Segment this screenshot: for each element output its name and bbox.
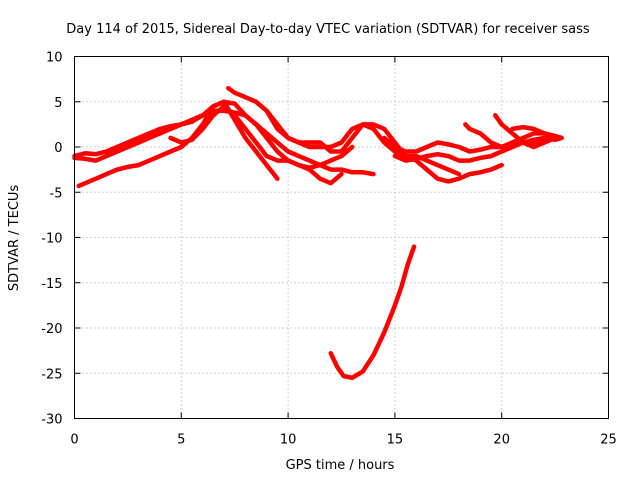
series-line-track-9 — [392, 135, 564, 163]
x-tick-label: 0 — [70, 433, 78, 448]
y-tick-label: 5 — [54, 96, 62, 111]
x-axis-label: GPS time / hours — [286, 458, 395, 473]
series-line-track-11 — [493, 113, 564, 150]
series-line-track-4 — [125, 108, 376, 177]
x-tick-label: 5 — [177, 433, 185, 448]
x-tick-label: 20 — [493, 433, 510, 448]
x-tick-label: 25 — [600, 433, 617, 448]
series-line-track-3 — [76, 99, 280, 189]
y-tick-label: 0 — [54, 141, 62, 156]
y-tick-label: 10 — [46, 51, 63, 66]
series-group — [72, 85, 564, 381]
series-line-track-7 — [253, 99, 504, 184]
y-tick-label: -30 — [41, 413, 62, 428]
y-tick-label: -10 — [41, 232, 62, 247]
x-tick-label: 10 — [280, 433, 297, 448]
series-line-track-13 — [328, 244, 417, 381]
series-line-track-5 — [168, 104, 344, 186]
y-tick-label: -20 — [41, 322, 62, 337]
y-tick-label: -25 — [41, 367, 62, 382]
y-tick-label: -5 — [50, 186, 63, 201]
x-tick-label: 15 — [387, 433, 404, 448]
grid — [74, 56, 609, 419]
axis-ticks: 0 5 10 15 20 25 10 5 0 -5 -10 -15 -20 -25 -30 — [41, 51, 617, 448]
series-line-track-8 — [381, 135, 564, 154]
y-axis-label: SDTVAR / TECUs — [7, 185, 22, 292]
series-line-track-12 — [510, 124, 564, 141]
y-tick-label: -15 — [41, 277, 62, 292]
chart-title: Day 114 of 2015, Sidereal Day-to-day VTE… — [66, 22, 590, 37]
